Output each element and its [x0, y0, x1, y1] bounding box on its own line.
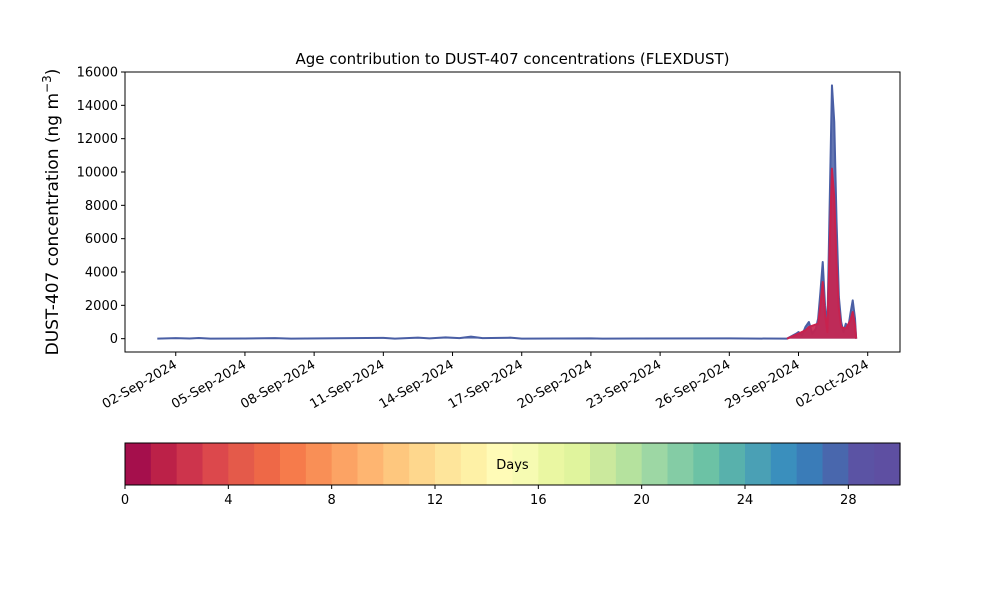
colorbar-swatch — [590, 443, 617, 485]
colorbar-swatch — [305, 443, 333, 485]
x-tick-label: 08-Sep-2024 — [238, 357, 318, 412]
colorbar-swatch — [667, 443, 694, 485]
colorbar-tick-label: 8 — [328, 493, 336, 508]
series-young-age-line — [786, 167, 858, 340]
y-tick-label: 14000 — [77, 99, 118, 114]
colorbar-tick-label: 24 — [737, 493, 754, 508]
colorbar-swatch — [228, 443, 255, 485]
colorbar-swatch — [357, 443, 384, 485]
y-tick-label: 12000 — [77, 132, 118, 147]
colorbar-swatch — [693, 443, 720, 485]
colorbar-swatch — [564, 443, 591, 485]
colorbar-swatch — [796, 443, 824, 485]
y-axis-label: DUST-407 concentration (ng m−3) — [40, 69, 63, 356]
colorbar-swatch — [848, 443, 875, 485]
y-tick-label: 8000 — [85, 199, 118, 214]
colorbar-swatch — [486, 443, 514, 485]
colorbar-swatch — [280, 443, 307, 485]
x-tick-label: 02-Sep-2024 — [100, 357, 180, 412]
colorbar-swatch — [435, 443, 462, 485]
y-tick-label: 10000 — [77, 166, 118, 181]
x-tick-label: 23-Sep-2024 — [584, 357, 664, 412]
y-axis-label-main: DUST-407 concentration (ng m — [43, 93, 63, 355]
colorbar-swatch — [745, 443, 772, 485]
x-tick-label: 14-Sep-2024 — [377, 357, 457, 412]
colorbar-swatch — [202, 443, 229, 485]
y-tick-label: 4000 — [85, 266, 118, 281]
colorbar-swatch — [512, 443, 539, 485]
x-tick-label: 11-Sep-2024 — [308, 357, 388, 412]
colorbar-swatch — [641, 443, 669, 485]
series-total-line — [157, 84, 858, 340]
colorbar-swatch — [383, 443, 410, 485]
colorbar-swatch — [254, 443, 281, 485]
y-axis-label-superscript: −3 — [40, 75, 54, 93]
series-total-area — [157, 85, 857, 339]
x-tick-label: 26-Sep-2024 — [653, 357, 733, 412]
y-tick-label: 0 — [110, 332, 118, 347]
colorbar-swatch — [719, 443, 746, 485]
x-axis: 02-Sep-202405-Sep-202408-Sep-202411-Sep-… — [100, 352, 872, 412]
x-tick-label: 29-Sep-2024 — [723, 357, 803, 412]
y-axis-label-close: ) — [43, 69, 63, 76]
y-axis: 0 2000 4000 6000 8000 10000 12000 14000 16000 — [77, 66, 125, 347]
chart-title: Age contribution to DUST-407 concentrati… — [295, 50, 729, 68]
plot-frame — [124, 71, 901, 353]
y-tick-label: 2000 — [85, 299, 118, 314]
colorbar-tick-label: 28 — [840, 493, 857, 508]
colorbar-swatch — [409, 443, 436, 485]
series-group — [157, 84, 858, 340]
colorbar-swatch — [125, 443, 152, 485]
colorbar-swatch — [176, 443, 204, 485]
x-tick-label: 02-Oct-2024 — [793, 357, 871, 411]
colorbar-tick-label: 20 — [633, 493, 650, 508]
colorbar-tick-label: 16 — [530, 493, 547, 508]
colorbar-swatch — [615, 443, 643, 485]
y-tick-label: 16000 — [77, 66, 118, 81]
colorbar-swatch — [460, 443, 488, 485]
colorbar-swatch — [150, 443, 178, 485]
colorbar-swatch — [874, 443, 901, 485]
y-tick-label: 6000 — [85, 232, 118, 247]
x-tick-label: 20-Sep-2024 — [515, 357, 595, 412]
colorbar-swatch — [331, 443, 359, 485]
x-tick-label: 17-Sep-2024 — [446, 357, 526, 412]
colorbar-tick-label: 4 — [224, 493, 232, 508]
colorbar-label: Days — [496, 458, 529, 473]
colorbar-tick-label: 12 — [427, 493, 444, 508]
colorbar-swatch — [538, 443, 565, 485]
colorbar-swatch — [822, 443, 849, 485]
series-young-age-area — [786, 168, 857, 339]
colorbar-swatch — [770, 443, 798, 485]
x-tick-label: 05-Sep-2024 — [169, 357, 249, 412]
colorbar-frame — [124, 442, 901, 486]
colorbar-tick-label: 0 — [121, 493, 129, 508]
colorbar: 0 4 8 12 16 20 24 28 — [121, 442, 901, 508]
